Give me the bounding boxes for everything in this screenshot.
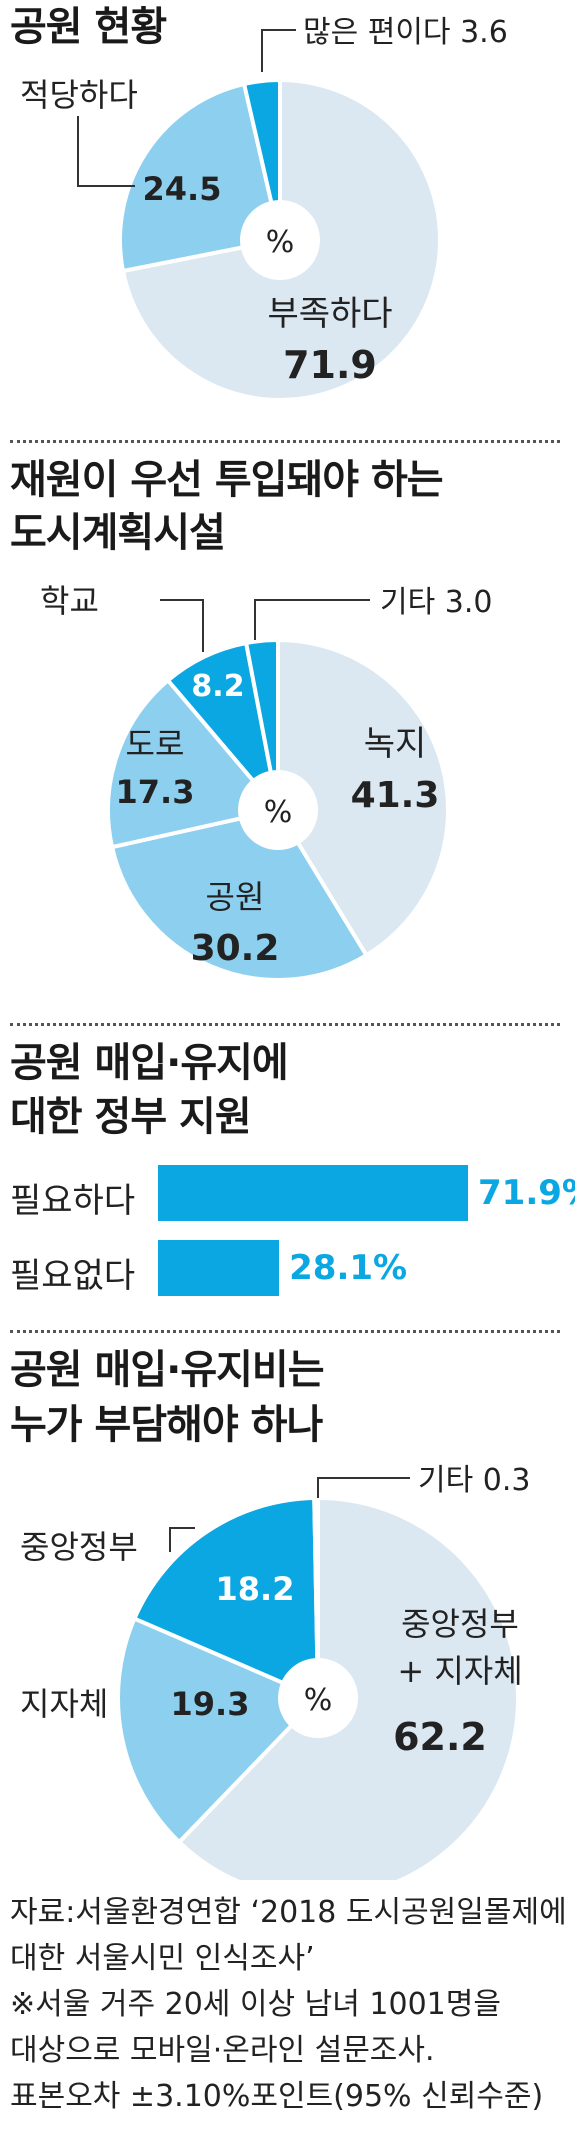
chart2-slice-2 <box>106 677 282 850</box>
chart1-slice-2 <box>241 77 282 241</box>
source-line-2: 대한 서울시민 인식조사’ <box>10 1941 315 1976</box>
chart1-label-major-name: 부족하다 <box>267 294 392 334</box>
chart2-label-park-name: 공원 <box>206 878 265 916</box>
bar-noneed <box>158 1240 280 1296</box>
chart2-label-school-name: 학교 <box>40 582 99 620</box>
chart4-leader-other <box>317 1477 410 1498</box>
bar-value-noneed: 28.1% <box>289 1248 408 1288</box>
chart2-center-hole <box>238 770 318 850</box>
chart2-label-road-value: 17.3 <box>116 773 195 811</box>
chart4-label-central-name: 중앙정부 <box>20 1528 138 1566</box>
chart1-title: 공원 현황 <box>10 4 167 50</box>
chart3-title-line1: 공원 매입·유지에 <box>10 1040 289 1086</box>
chart4-slice-1 <box>116 1615 322 1845</box>
source-line-5: 표본오차 ±3.10%포인트(95% 신뢰수준) <box>10 2079 544 2114</box>
chart2-leader-school <box>160 599 204 652</box>
chart4-leader-central <box>169 1527 195 1552</box>
chart4-title-line1: 공원 매입·유지비는 <box>10 1347 325 1393</box>
chart4-label-other: 기타 0.3 <box>418 1463 530 1498</box>
bar-label-need: 필요하다 <box>10 1181 136 1221</box>
divider-2 <box>10 1023 560 1026</box>
chart4-label-central-value: 18.2 <box>216 1570 295 1608</box>
chart2-label-park-value: 30.2 <box>191 928 280 969</box>
bar-value-need: 71.9% <box>478 1173 575 1213</box>
chart2-label-greenery-name: 녹지 <box>364 724 427 764</box>
chart4-pie: % 기타 0.3 중앙정부 18.2 지자체 19.3 중앙정부 + 지자체 6… <box>20 1463 530 1880</box>
bar-row-noneed: 필요없다 28.1% <box>10 1240 570 1300</box>
chart2-pie: % 학교 기타 3.0 8.2 녹지 41.3 도로 17.3 공원 30.2 <box>40 582 492 982</box>
chart4-title-line2: 누가 부담해야 하나 <box>10 1402 323 1448</box>
chart2-slice-1 <box>109 807 370 982</box>
chart4-label-both-value: 62.2 <box>393 1715 487 1759</box>
chart1-label-major-value: 71.9 <box>283 343 377 387</box>
chart4-center-label: % <box>304 1683 333 1718</box>
chart4-label-both-line1: 중앙정부 <box>401 1605 519 1643</box>
chart4-slice-2 <box>131 1495 321 1702</box>
chart1-leader-mid <box>77 116 135 187</box>
chart1-center-hole <box>240 200 320 280</box>
chart2-label-greenery-value: 41.3 <box>351 775 440 816</box>
source-note: 자료:서울환경연합 ‘2018 도시공원일몰제에 대한 서울시민 인식조사’ ※… <box>10 1890 570 2120</box>
source-line-4: 대상으로 모바일·온라인 설문조사. <box>10 2033 435 2068</box>
chart2-title-line2: 도시계획시설 <box>10 510 226 556</box>
chart4-label-local-value: 19.3 <box>171 1685 250 1723</box>
divider-1 <box>10 440 560 443</box>
source-line-3: ※서울 거주 20세 이상 남녀 1001명을 <box>10 1987 501 2022</box>
chart3-title-line2: 대한 정부 지원 <box>10 1094 252 1140</box>
chart1-pie: % 많은 편이다 3.6 적당하다 24.5 부족하다 71.9 <box>20 15 508 402</box>
chart1-center-label: % <box>266 225 295 260</box>
chart2-slice-4 <box>243 637 280 811</box>
chart2-center-label: % <box>264 795 293 830</box>
chart1-label-small: 많은 편이다 3.6 <box>303 15 508 50</box>
chart4-center-hole <box>278 1658 358 1738</box>
chart4-label-local-name: 지자체 <box>20 1685 108 1723</box>
chart2-label-school-value: 8.2 <box>191 669 244 704</box>
bar-need <box>158 1165 468 1221</box>
bar-label-noneed: 필요없다 <box>10 1256 136 1296</box>
chart1-slice-1 <box>118 81 283 274</box>
chart1-label-mid-name: 적당하다 <box>20 76 138 114</box>
chart2-label-other: 기타 3.0 <box>380 585 492 620</box>
source-line-1: 자료:서울환경연합 ‘2018 도시공원일몰제에 <box>10 1895 567 1930</box>
chart4-label-both-line2: + 지자체 <box>397 1652 522 1690</box>
chart2-title-line1: 재원이 우선 투입돼야 하는 <box>10 457 444 503</box>
divider-3 <box>10 1330 560 1333</box>
bar-row-need: 필요하다 71.9% <box>10 1165 575 1225</box>
chart2-label-road-name: 도로 <box>126 725 185 763</box>
chart1-label-mid-value: 24.5 <box>143 170 222 208</box>
chart1-leader-small <box>261 29 296 72</box>
chart2-leader-other <box>254 599 370 640</box>
